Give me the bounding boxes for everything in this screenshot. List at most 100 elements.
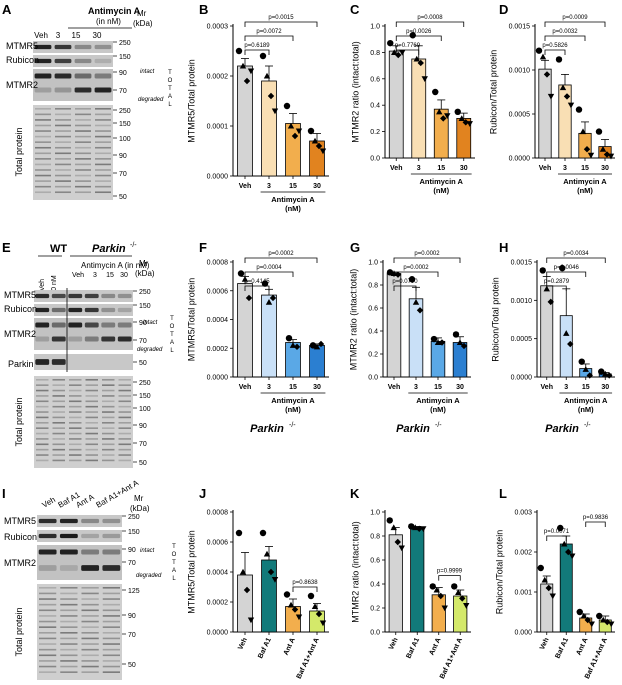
total-protein-band [69,427,82,429]
data-point [563,93,571,100]
total-protein-band [69,432,82,435]
y-tick-label: 0.001 [514,590,532,597]
total-protein-band [36,443,49,446]
p-value-label: p=0.5826 [542,43,568,49]
p-value-label: p=0.7769 [395,43,421,49]
total-protein-band [81,637,99,640]
significance-bracket [546,285,567,291]
rubicon-band [102,533,121,539]
data-point [440,115,447,122]
lane-label: 30 [120,272,128,279]
total-protein-band [69,405,82,408]
total-protein-band [95,163,111,166]
significance-bracket [244,21,318,27]
total-protein-band [118,416,131,419]
total-protein-band [85,416,98,419]
marker-label: 70 [119,171,127,178]
bar [309,344,325,378]
y-tick-label: 0.0008 [207,260,229,267]
data-point [607,153,615,160]
total-protein-band [39,671,57,673]
total-protein-blot [33,105,113,200]
lane-label: Veh [34,31,48,40]
rubicon-band [34,58,52,64]
total-protein-band [60,609,78,612]
total-protein-band [60,587,78,589]
data-point [595,128,603,135]
total-protein-band [75,135,91,138]
mtmr2-degraded-band [68,336,83,342]
x-tick-label: Veh [539,637,551,651]
total-protein-band [102,400,115,403]
data-point [265,299,273,305]
marker-label: 150 [139,393,151,400]
data-point [455,589,462,595]
mtmr5-band [81,518,100,524]
significance-bracket [393,271,439,277]
total-protein-band [60,654,78,657]
marker-label: 70 [139,338,147,345]
data-point [463,603,470,609]
lane-label: 3 [93,272,97,279]
parkin-blot [34,354,133,370]
data-point [462,119,469,126]
group-label: Antimycin A [563,177,607,186]
data-point [247,68,255,75]
marker-label: 100 [139,406,151,413]
mtmr5-band [68,293,83,299]
row-label-mtmr2: MTMR2 [4,558,36,568]
panel-letter: D [499,2,508,17]
data-point [293,343,301,351]
data-point [263,72,271,79]
total-protein-band [39,615,57,617]
data-point [434,339,442,346]
marker-label: 50 [139,360,147,367]
total-protein-band [55,124,71,127]
bar [237,65,253,177]
total-protein-band [39,603,57,606]
x-tick-label: Baf A1+Ant A [439,637,464,680]
total-protein-band [35,163,51,166]
total-letter: T [168,86,172,92]
data-point [416,525,423,532]
x-tick-label: 3 [563,165,567,172]
total-protein-band [95,113,111,116]
rubicon-blot [33,55,113,67]
x-tick-label: 30 [456,384,464,391]
data-point [429,583,436,590]
total-protein-band [85,411,98,413]
data-point [399,49,406,56]
mtmr2-intact-band [38,549,57,555]
rubicon-band [51,307,66,313]
x-tick-label: 15 [437,165,445,172]
rubicon-band [54,58,72,64]
group-label: Antimycin A [271,195,315,204]
mtmr2-degraded-band [38,565,57,571]
data-point [555,56,563,63]
data-point [271,108,279,115]
total-protein-band [102,665,120,668]
x-tick-label: Veh [390,165,402,172]
mtmr2-intact-band [35,322,50,328]
total-protein-band [39,643,57,645]
mr-unit-label: (kDa) [130,504,150,513]
total-protein-band [75,180,91,182]
data-point [387,39,394,47]
wt-label: WT [50,243,67,255]
degraded-label: degraded [137,347,163,353]
total-protein-band [55,180,71,182]
y-tick-label: 0.0004 [207,317,229,324]
p-value-label: p=0.0071 [544,529,570,535]
group-label-unit: (nM) [433,186,449,195]
y-tick-label: 0.0015 [509,24,531,31]
data-point [437,592,444,600]
total-protein-band [102,427,115,429]
total-protein-band [102,671,120,673]
data-point [588,621,595,628]
significance-bracket [546,271,587,277]
total-protein-band [60,620,78,623]
total-protein-band [39,587,57,589]
marker-label: 250 [139,380,151,387]
y-tick-label: 0.0010 [509,68,531,75]
y-tick-label: 0.8 [370,50,380,57]
